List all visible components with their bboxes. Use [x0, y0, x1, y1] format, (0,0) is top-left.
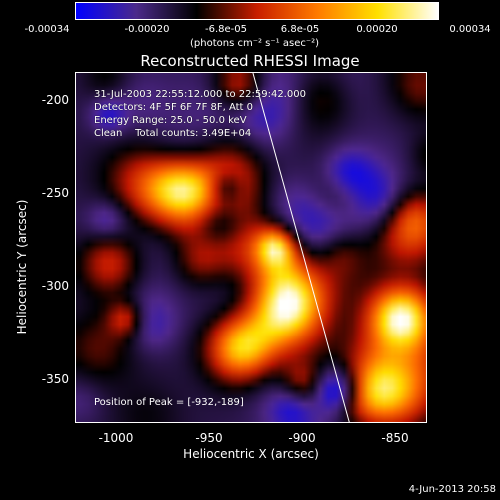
colorbar-tick: 0.00020: [356, 24, 398, 35]
observation-info: 31-Jul-2003 22:55:12.000 to 22:59:42.000…: [94, 88, 306, 140]
info-time: 31-Jul-2003 22:55:12.000 to 22:59:42.000: [94, 89, 306, 100]
x-tick-label: -950: [195, 431, 223, 445]
x-tick-label: -900: [288, 431, 316, 445]
y-tick-label: -250: [41, 186, 69, 200]
overlay-svg: [252, 73, 350, 422]
x-tick-label: -850: [381, 431, 409, 445]
x-tick-label: -1000: [98, 431, 134, 445]
colorbar-tick: -0.00020: [124, 24, 170, 35]
peak-position-label: Position of Peak = [-932,-189]: [94, 397, 244, 408]
colorbar-tick: 6.8e-05: [280, 24, 320, 35]
info-detectors: Detectors: 4F 5F 6F 7F 8F, Att 0: [94, 102, 254, 113]
colorbar-units: (photons cm⁻² s⁻¹ asec⁻²): [190, 38, 320, 49]
heatmap-image: [76, 73, 426, 422]
info-counts: Clean Total counts: 3.49E+04: [94, 128, 252, 139]
info-energy: Energy Range: 25.0 - 50.0 keV: [94, 115, 247, 126]
y-axis-label: Heliocentric Y (arcsec): [15, 199, 29, 335]
colorbar-tick: -0.00034: [24, 24, 70, 35]
heatmap-plot[interactable]: [75, 72, 427, 423]
colorbar-ticks: -0.00034 -0.00020 -6.8e-05 6.8e-05 0.000…: [0, 24, 500, 38]
y-tick-label: -350: [41, 372, 69, 386]
colorbar-tick: 0.00034: [449, 24, 491, 35]
y-tick-label: -200: [41, 93, 69, 107]
colorbar: [75, 2, 439, 20]
y-tick-label: -300: [41, 279, 69, 293]
footer-date: 4-Jun-2013 20:58: [408, 484, 496, 495]
chart-title: Reconstructed RHESSI Image: [140, 52, 360, 70]
x-axis-label: Heliocentric X (arcsec): [183, 447, 319, 461]
solar-limb-line: [252, 73, 350, 422]
colorbar-tick: -6.8e-05: [205, 24, 247, 35]
